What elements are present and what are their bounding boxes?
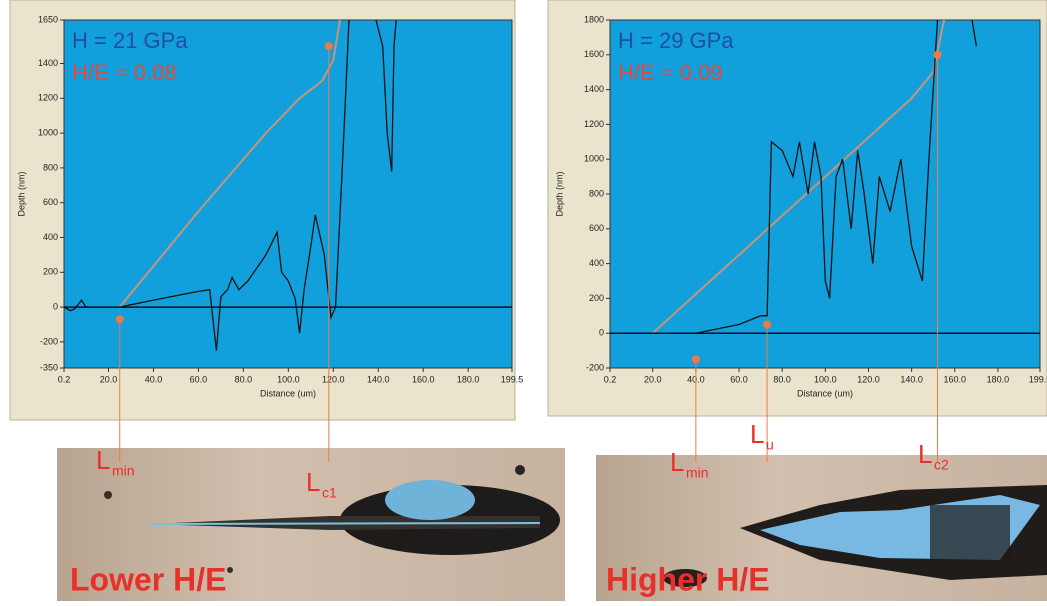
y-tick-label: 200 bbox=[589, 293, 604, 303]
marker bbox=[116, 315, 124, 323]
marker bbox=[763, 321, 771, 329]
annotation: H = 21 GPa bbox=[72, 28, 188, 53]
y-tick-label: -200 bbox=[586, 362, 604, 372]
label-main: L bbox=[918, 439, 932, 469]
x-tick-label: 160.0 bbox=[412, 374, 435, 384]
x-tick-label: 140.0 bbox=[900, 374, 923, 384]
x-tick-label: 180.0 bbox=[987, 374, 1010, 384]
y-tick-label: 200 bbox=[43, 267, 58, 277]
x-tick-label: 199.5 bbox=[501, 374, 524, 384]
y-tick-label: 800 bbox=[589, 188, 604, 198]
y-tick-label: 1600 bbox=[584, 49, 604, 59]
x-axis-label: Distance (um) bbox=[797, 388, 853, 398]
micrograph-caption: Lower H/E bbox=[70, 561, 226, 597]
y-tick-label: 1000 bbox=[584, 154, 604, 164]
x-tick-label: 0.2 bbox=[58, 374, 71, 384]
x-tick-label: 160.0 bbox=[944, 374, 967, 384]
marker bbox=[692, 355, 700, 363]
x-tick-label: 60.0 bbox=[190, 374, 208, 384]
label-sub: min bbox=[112, 463, 135, 479]
x-tick-label: 20.0 bbox=[100, 374, 118, 384]
y-tick-label: 0 bbox=[599, 328, 604, 338]
x-tick-label: 20.0 bbox=[644, 374, 662, 384]
x-tick-label: 80.0 bbox=[235, 374, 253, 384]
y-tick-label: 1200 bbox=[584, 119, 604, 129]
marker bbox=[934, 51, 942, 59]
x-tick-label: 0.2 bbox=[604, 374, 617, 384]
x-tick-label: 180.0 bbox=[457, 374, 480, 384]
micrograph-caption: Higher H/E bbox=[606, 561, 770, 597]
x-tick-label: 199.5 bbox=[1029, 374, 1047, 384]
y-axis-label: Depth (nm) bbox=[554, 171, 564, 216]
label-main: L bbox=[670, 447, 684, 477]
label-main: L bbox=[750, 419, 764, 449]
y-axis-label: Depth (nm) bbox=[16, 171, 26, 216]
figure: -350 -200 0 200 400 600 800 1000 1200 1400 1650 0.2… bbox=[0, 0, 1047, 601]
y-tick-label: 800 bbox=[43, 162, 58, 172]
y-tick-label: 1000 bbox=[38, 127, 58, 137]
marker bbox=[325, 42, 333, 50]
x-tick-label: 100.0 bbox=[277, 374, 300, 384]
y-tick-label: -200 bbox=[40, 336, 58, 346]
x-tick-label: 140.0 bbox=[367, 374, 390, 384]
x-axis-label: Distance (um) bbox=[260, 388, 316, 398]
label-main: L bbox=[306, 467, 320, 497]
label-sub: c2 bbox=[934, 457, 949, 473]
annotation: H/E = 0.08 bbox=[72, 60, 177, 85]
x-tick-label: 60.0 bbox=[730, 374, 748, 384]
label-main: L bbox=[96, 445, 110, 475]
y-tick-label: 600 bbox=[43, 197, 58, 207]
y-tick-label: 600 bbox=[589, 223, 604, 233]
x-tick-label: 120.0 bbox=[322, 374, 345, 384]
label-sub: u bbox=[766, 437, 774, 453]
y-tick-label: 1800 bbox=[584, 14, 604, 24]
y-tick-label: 400 bbox=[589, 258, 604, 268]
annotation: H = 29 GPa bbox=[618, 28, 734, 53]
y-tick-label: 1650 bbox=[38, 14, 58, 24]
x-tick-label: 100.0 bbox=[814, 374, 837, 384]
x-tick-label: 40.0 bbox=[145, 374, 163, 384]
label-sub: c1 bbox=[322, 485, 337, 501]
annotation: H/E = 0.09 bbox=[618, 60, 723, 85]
label-sub: min bbox=[686, 465, 709, 481]
x-tick-label: 80.0 bbox=[773, 374, 791, 384]
y-tick-label: -350 bbox=[40, 362, 58, 372]
y-tick-label: 1200 bbox=[38, 93, 58, 103]
y-tick-label: 1400 bbox=[584, 84, 604, 94]
y-tick-label: 0 bbox=[53, 301, 58, 311]
y-tick-label: 1400 bbox=[38, 58, 58, 68]
y-tick-label: 400 bbox=[43, 232, 58, 242]
x-tick-label: 120.0 bbox=[857, 374, 880, 384]
